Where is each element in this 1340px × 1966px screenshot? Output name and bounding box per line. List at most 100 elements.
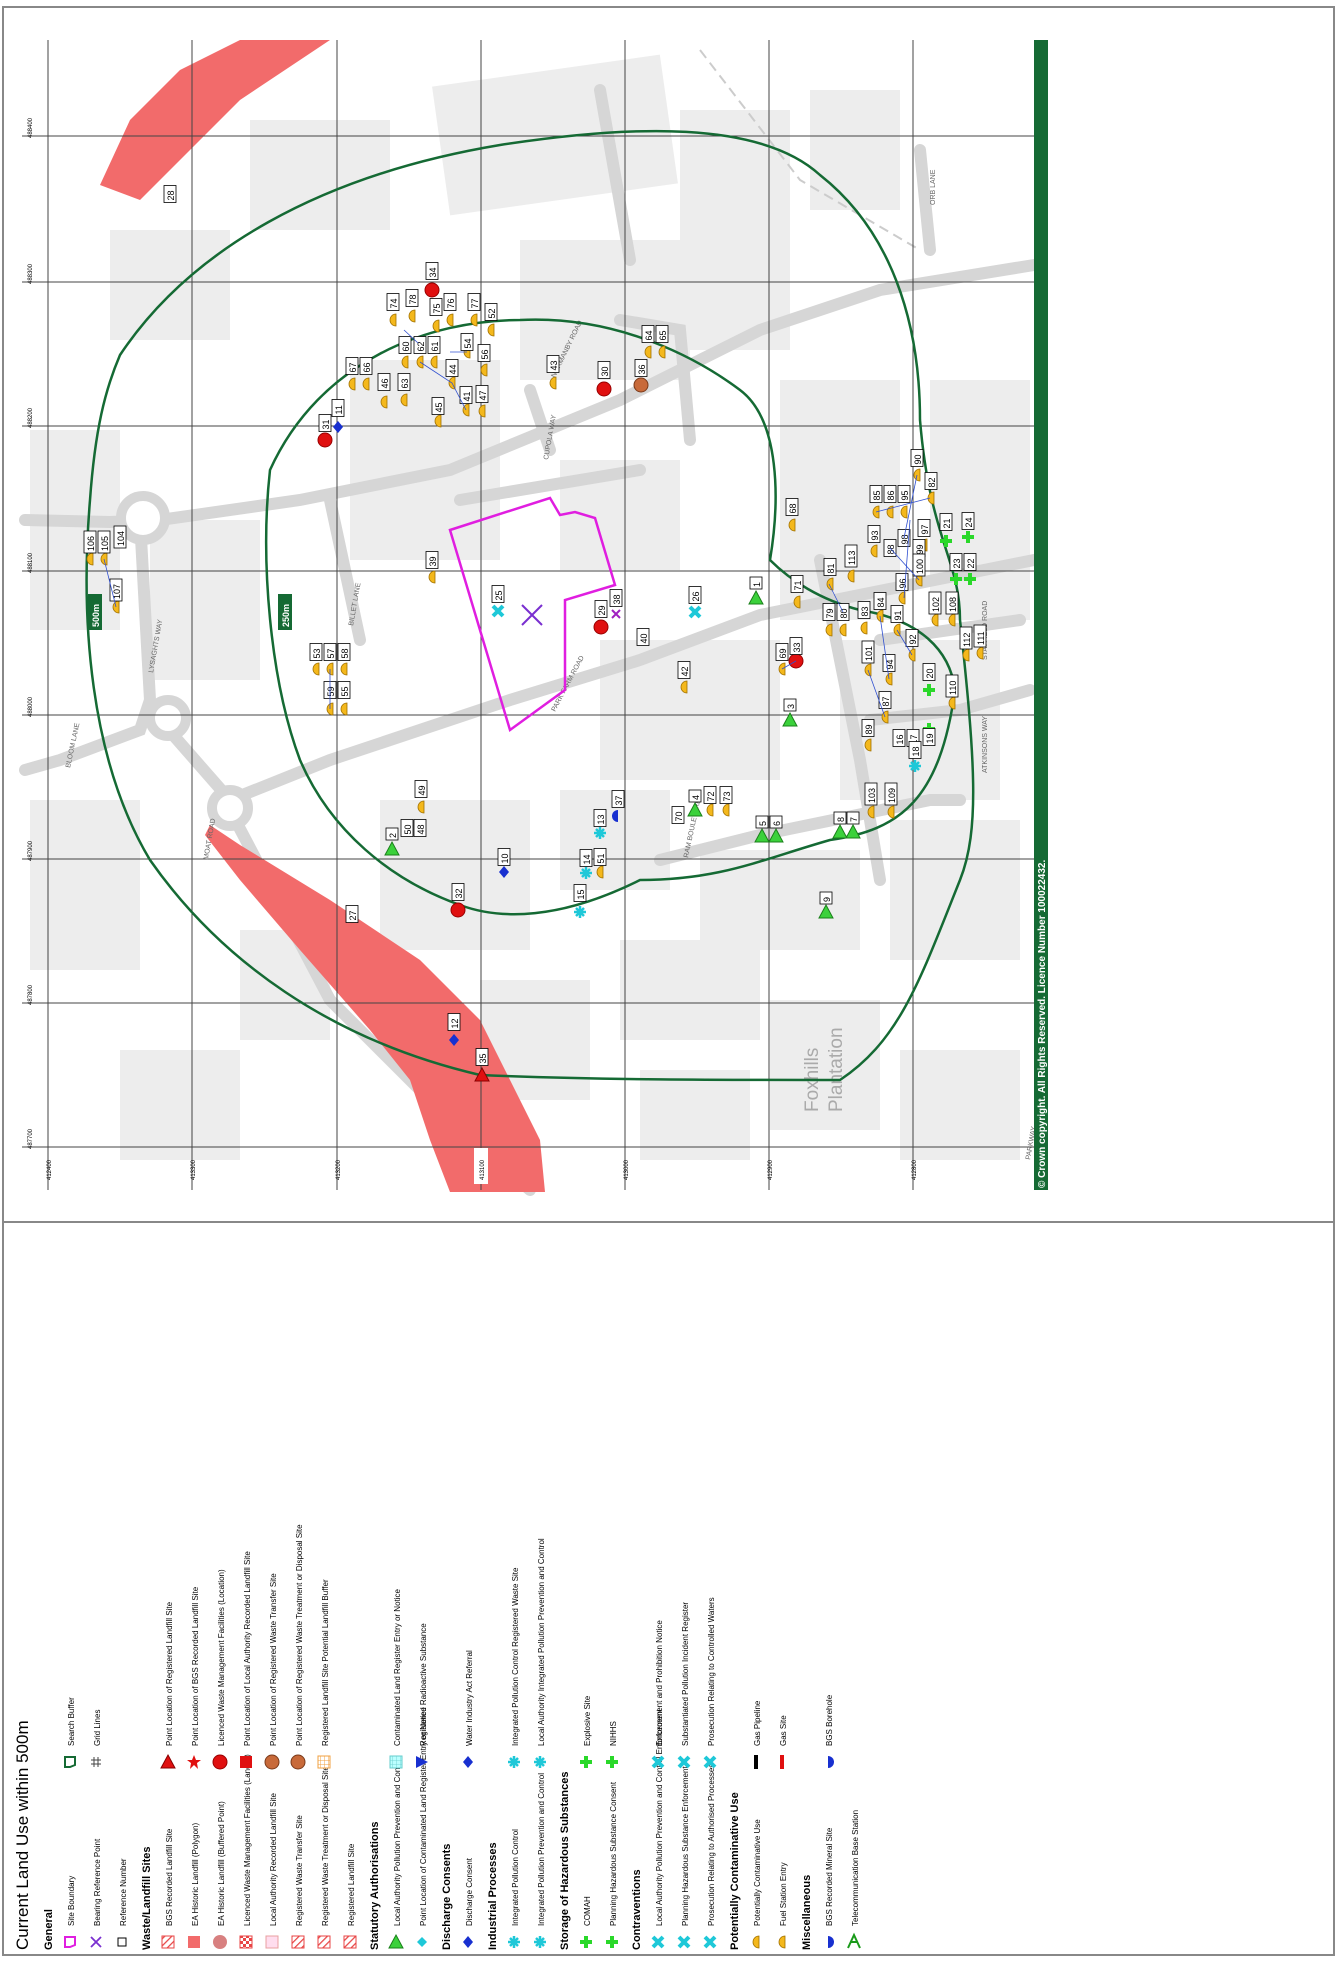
pcu-65[interactable]: 65 [655,325,669,359]
pcu-103[interactable]: 103 [864,782,878,819]
pcu-112[interactable]: 112 [959,626,973,662]
pcu-70[interactable]: 70 [671,806,685,824]
pcu-81[interactable]: 81 [823,558,837,591]
feature-10[interactable]: 10 [497,848,511,879]
pcu-76[interactable]: 76 [443,293,457,327]
pcu-42[interactable]: 42 [677,661,691,694]
pcu-68[interactable]: 68 [785,498,799,532]
feature-38[interactable]: 38 [609,589,623,619]
pcu-66[interactable]: 66 [359,357,373,391]
pcu-53[interactable]: 53 [309,643,323,676]
feature-1[interactable]: 1 [748,576,764,605]
pcu-106[interactable]: 106 [83,530,97,566]
site-boundary[interactable] [448,496,617,733]
pcu-93[interactable]: 93 [867,525,881,558]
pcu-113[interactable]: 113 [844,544,858,583]
pcu-61[interactable]: 61 [427,336,441,369]
feature-26[interactable]: 26 [688,586,702,619]
feature-23[interactable]: 23 [949,553,963,586]
feature-30[interactable]: 30 [596,361,612,397]
pcu-67[interactable]: 67 [345,357,359,391]
pcu-83[interactable]: 83 [857,601,871,635]
legend-header: Statutory Authorisations [369,1821,381,1950]
pcu-47[interactable]: 47 [475,385,489,418]
pcu-109[interactable]: 109 [884,782,898,819]
feature-29[interactable]: 29 [593,600,609,635]
pcu-79[interactable]: 79 [822,603,836,637]
feature-36[interactable]: 36 [633,359,649,393]
feature-4[interactable]: 4 [687,789,703,817]
feature-7[interactable]: 7 [845,811,861,839]
landfill-polygon-28[interactable] [100,40,330,200]
pcu-64[interactable]: 64 [641,325,655,359]
pcu-101[interactable]: 101 [861,640,875,677]
feature-3[interactable]: 3 [782,698,798,727]
feature-24[interactable]: 24 [961,512,975,544]
feature-20[interactable]: 20 [922,663,936,697]
feature-37[interactable]: 37 [611,790,625,823]
pcu-110[interactable]: 110 [945,674,959,710]
feature-13[interactable]: 13 [593,809,607,840]
feature-32[interactable]: 32 [450,883,466,918]
feature-18[interactable]: 18 [908,741,922,773]
pcu-74[interactable]: 74 [386,293,400,327]
pcu-58[interactable]: 58 [337,643,351,676]
pcu-51[interactable]: 51 [593,848,607,879]
pcu-40[interactable]: 40 [636,628,650,646]
feature-12[interactable]: 12 [447,1013,461,1047]
pcu-82[interactable]: 82 [924,472,938,505]
feature-8[interactable]: 8 [832,811,848,839]
pcu-45[interactable]: 45 [431,397,445,428]
feature-9[interactable]: 9 [818,891,834,919]
pcu-63[interactable]: 63 [397,373,411,407]
feature-14[interactable]: 14 [579,849,593,880]
pcu-104[interactable]: 104 [113,525,127,549]
pcu-39[interactable]: 39 [425,551,439,584]
pcu-72[interactable]: 72 [703,786,717,817]
feature-22[interactable]: 22 [963,553,977,586]
pcu-62[interactable]: 62 [413,336,427,369]
pcu-100[interactable]: 100 [912,553,926,587]
pcu-95[interactable]: 95 [897,485,911,519]
feature-6[interactable]: 6 [768,815,784,843]
pcu-56[interactable]: 56 [477,344,491,377]
pcu-84[interactable]: 84 [873,592,887,623]
pcu-73[interactable]: 73 [719,786,733,817]
pcu-102[interactable]: 102 [928,591,942,627]
pcu-71[interactable]: 71 [790,575,804,609]
landfill-polygon-27[interactable] [205,825,545,1192]
pcu-77[interactable]: 77 [467,293,481,327]
feature-35[interactable]: 35 [474,1048,490,1082]
feature-28[interactable]: 28 [163,185,177,203]
pcu-89[interactable]: 89 [861,719,875,752]
pcu-60[interactable]: 60 [398,336,412,369]
pcu-75[interactable]: 75 [429,298,443,333]
feature-5[interactable]: 5 [754,815,770,843]
feature-25[interactable]: 25 [491,585,505,618]
feature-11[interactable]: 11 [331,399,345,434]
pcu-50[interactable]: 50 [400,819,414,837]
pcu-52[interactable]: 52 [484,303,498,337]
pcu-55[interactable]: 55 [337,681,351,716]
pcu-49[interactable]: 49 [414,780,428,814]
feature-15[interactable]: 15 [573,884,587,919]
pcu-44[interactable]: 44 [445,359,459,390]
feature-27[interactable]: 27 [345,905,359,923]
pcu-108[interactable]: 108 [945,591,959,627]
pcu-46[interactable]: 46 [377,373,391,409]
feature-16[interactable]: 16 [892,729,906,747]
feature-2[interactable]: 2 [384,827,400,856]
pcu-48[interactable]: 48 [413,819,427,837]
feature-31[interactable]: 31 [317,414,333,448]
feature-19[interactable]: 19 [922,723,936,746]
pcu-57[interactable]: 57 [323,643,337,676]
feature-21[interactable]: 21 [939,513,953,548]
pcu-43[interactable]: 43 [546,355,560,390]
feature-34[interactable]: 34 [424,262,440,298]
pcu-78[interactable]: 78 [405,289,419,323]
pcu-54[interactable]: 54 [460,333,474,359]
pcu-69[interactable]: 69 [775,643,789,676]
pcu-111[interactable]: 111 [973,624,987,660]
